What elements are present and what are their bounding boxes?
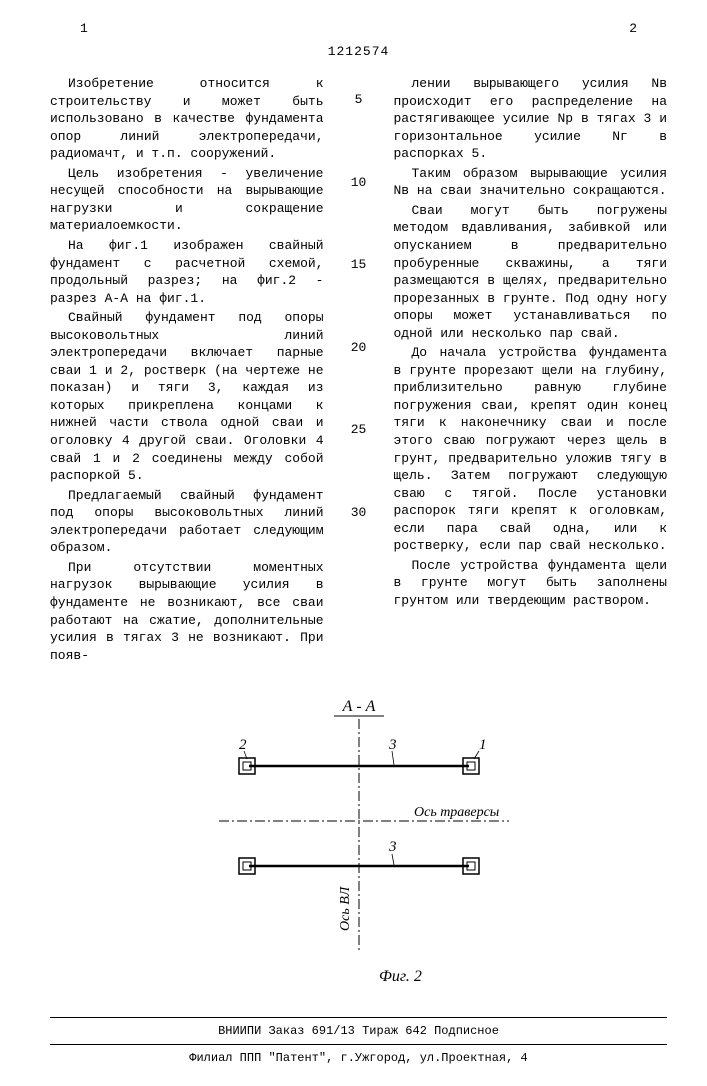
label-3-bottom: 3 [388, 839, 397, 855]
line-marker: 25 [349, 421, 369, 439]
paragraph: На фиг.1 изображен свайный фундамент с р… [50, 237, 324, 307]
axis-vl-label: Ось ВЛ [338, 885, 353, 931]
footer-line-2: Филиал ППП "Патент", г.Ужгород, ул.Проек… [50, 1044, 667, 1066]
page-num-right: 2 [629, 20, 637, 38]
page-num-left: 1 [80, 20, 88, 38]
paragraph: Цель изобретения - увеличение несущей сп… [50, 165, 324, 235]
paragraph: Свайный фундамент под опоры высоковольтн… [50, 309, 324, 484]
line-marker: 5 [349, 91, 369, 109]
paragraph: Предлагаемый свайный фундамент под опоры… [50, 487, 324, 557]
right-column: лении вырывающего усилия Nв происходит е… [394, 75, 668, 666]
paragraph: До начала устройства фундамента в грунте… [394, 344, 668, 555]
line-number-gutter: 5 10 15 20 25 30 [349, 75, 369, 666]
diagram-svg: А - А 2 3 [179, 691, 539, 991]
line-marker: 15 [349, 256, 369, 274]
paragraph: Таким образом вырывающие усилия Nв на св… [394, 165, 668, 200]
paragraph: При отсутствии моментных нагрузок вырыва… [50, 559, 324, 664]
label-3-top: 3 [388, 737, 397, 753]
text-columns: Изобретение относится к строительству и … [50, 75, 667, 666]
figure-caption: Фиг. 2 [379, 968, 422, 985]
axis-traverse-label: Ось траверсы [414, 805, 499, 820]
left-column: Изобретение относится к строительству и … [50, 75, 324, 666]
paragraph: лении вырывающего усилия Nв происходит е… [394, 75, 668, 163]
footer-line-1: ВНИИПИ Заказ 691/13 Тираж 642 Подписное [50, 1017, 667, 1039]
line-marker: 30 [349, 504, 369, 522]
line-marker: 20 [349, 339, 369, 357]
paragraph: Сваи могут быть погружены методом вдавли… [394, 202, 668, 342]
section-label: А - А [341, 698, 375, 715]
paragraph: После устройства фундамента щели в грунт… [394, 557, 668, 610]
patent-number: 1212574 [50, 43, 667, 61]
label-1: 1 [479, 737, 487, 753]
line-marker: 10 [349, 174, 369, 192]
label-2: 2 [239, 737, 247, 753]
paragraph: Изобретение относится к строительству и … [50, 75, 324, 163]
figure-2-diagram: А - А 2 3 [50, 691, 667, 997]
